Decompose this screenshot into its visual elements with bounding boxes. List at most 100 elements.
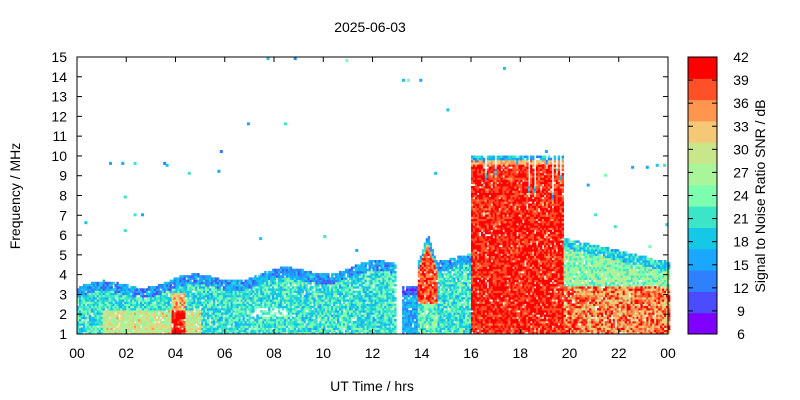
heatmap-cell (171, 327, 174, 331)
heatmap-cell (189, 312, 192, 315)
heatmap-cell (94, 292, 98, 296)
heatmap-cell (248, 307, 251, 311)
heatmap-cell (409, 331, 413, 335)
heatmap-cell (415, 320, 419, 324)
heatmap-cell (388, 310, 391, 313)
heatmap-cell (246, 299, 249, 302)
heatmap-cell (339, 281, 342, 285)
heatmap-cell (299, 294, 302, 298)
heatmap-cell (329, 283, 332, 287)
heatmap-cell (386, 264, 389, 267)
heatmap-cell (348, 294, 352, 298)
heatmap-cell (297, 297, 300, 300)
heatmap-cell (390, 281, 393, 285)
heatmap-cell (362, 331, 366, 335)
heatmap-cell (364, 281, 367, 285)
heatmap-cell (368, 307, 371, 311)
heatmap-cell (427, 264, 431, 267)
heatmap-cell (356, 266, 360, 270)
heatmap-cell (421, 320, 425, 324)
heatmap-cell (441, 264, 444, 267)
heatmap-cell (335, 318, 338, 322)
heatmap-cell (341, 279, 344, 283)
heatmap-cell (94, 314, 98, 317)
heatmap-cell (291, 297, 295, 300)
heatmap-cell (427, 288, 431, 291)
heatmap-cell (309, 303, 312, 307)
heatmap-cell (149, 286, 153, 289)
heatmap-cell (305, 279, 308, 283)
heatmap-cell (197, 320, 200, 324)
heatmap-cell (242, 297, 245, 300)
heatmap-cell (236, 312, 239, 315)
heatmap-cell (392, 279, 395, 283)
heatmap-cell (169, 294, 172, 298)
heatmap-cell (439, 288, 442, 291)
heatmap-cell (224, 329, 228, 333)
heatmap-cell (321, 275, 324, 278)
heatmap-cell (82, 290, 86, 294)
heatmap-cell (411, 307, 415, 311)
heatmap-cell (390, 283, 393, 287)
heatmap-cell (346, 283, 350, 287)
heatmap-cell (315, 323, 318, 326)
heatmap-cell (341, 318, 344, 322)
heatmap-cell (260, 273, 263, 276)
heatmap-cell (335, 275, 338, 278)
heatmap-cell (287, 303, 291, 307)
heatmap-cell (100, 316, 103, 320)
heatmap-cell (380, 323, 383, 326)
heatmap-cell (80, 310, 84, 313)
heatmap-cell (209, 279, 212, 283)
heatmap-cell (142, 290, 145, 294)
heatmap-cell (207, 286, 210, 289)
heatmap-cell (270, 327, 273, 331)
heatmap-cell (281, 275, 285, 278)
heatmap-cell (364, 316, 367, 320)
heatmap-cell (169, 312, 172, 315)
heatmap-cell (86, 288, 90, 291)
heatmap-cell (212, 281, 216, 285)
heatmap-cell (173, 325, 176, 328)
heatmap-cell (384, 277, 387, 280)
heatmap-cell (165, 290, 169, 294)
heatmap-cell (305, 294, 308, 298)
heatmap-cell (295, 301, 299, 304)
heatmap-cell (199, 314, 202, 317)
heatmap-cell (283, 270, 287, 274)
heatmap-cell (142, 299, 145, 302)
heatmap-cell (386, 297, 389, 300)
heatmap-cell (376, 264, 379, 267)
heatmap-cell (112, 299, 115, 302)
heatmap-cell (299, 331, 302, 335)
heatmap-cell (159, 331, 163, 335)
heatmap-cell (409, 303, 413, 307)
heatmap-cell (157, 292, 161, 296)
heatmap-cell (413, 325, 417, 328)
heatmap-cell (419, 320, 423, 324)
heatmap-cell (360, 323, 364, 326)
heatmap-cell (370, 301, 373, 304)
heatmap-cell (433, 262, 436, 265)
heatmap-cell (311, 325, 314, 328)
heatmap-cell (293, 290, 297, 294)
heatmap-cell (358, 290, 362, 294)
heatmap-cell (197, 279, 200, 283)
heatmap-cell (343, 325, 346, 328)
heatmap-cell (86, 303, 90, 307)
heatmap-cell (142, 310, 145, 313)
heatmap-cell (250, 299, 253, 302)
heatmap-cell (341, 281, 344, 285)
heatmap-cell (370, 314, 373, 317)
heatmap-cell (368, 268, 371, 272)
heatmap-cell (244, 312, 247, 315)
heatmap-cell (346, 294, 350, 298)
heatmap-cell (114, 305, 117, 309)
heatmap-cell (232, 320, 235, 324)
heatmap-cell (364, 283, 367, 287)
heatmap-cell (120, 310, 123, 313)
heatmap-cell (390, 301, 393, 304)
heatmap-cell (291, 310, 295, 313)
heatmap-cell (303, 277, 306, 280)
heatmap-cell (256, 277, 259, 280)
